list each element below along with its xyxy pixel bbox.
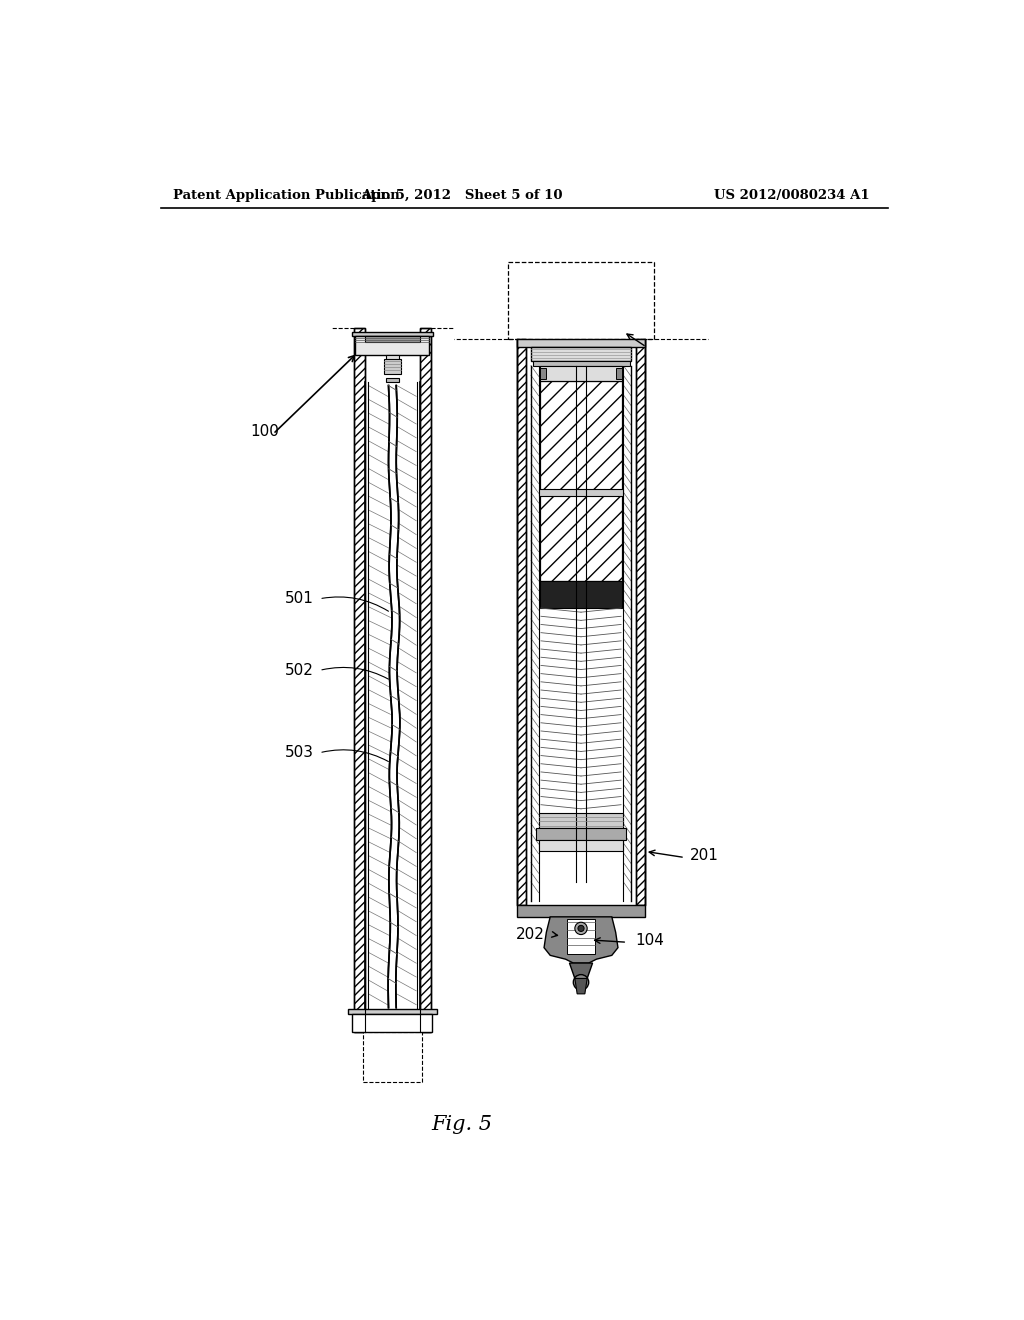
Text: US 2012/0080234 A1: US 2012/0080234 A1 xyxy=(714,189,869,202)
Bar xyxy=(355,337,429,355)
Bar xyxy=(351,331,433,337)
Bar xyxy=(636,339,645,906)
Text: Fig. 5: Fig. 5 xyxy=(431,1115,493,1134)
Text: 104: 104 xyxy=(635,933,664,948)
Bar xyxy=(541,381,622,581)
Bar xyxy=(539,813,624,829)
Circle shape xyxy=(574,923,587,935)
Circle shape xyxy=(578,925,584,932)
Bar xyxy=(517,339,526,906)
Text: Patent Application Publication: Patent Application Publication xyxy=(173,189,399,202)
Text: 100: 100 xyxy=(250,424,279,440)
Polygon shape xyxy=(569,964,593,978)
Text: 503: 503 xyxy=(285,746,313,760)
Text: 502: 502 xyxy=(285,663,313,678)
Text: Apr. 5, 2012   Sheet 5 of 10: Apr. 5, 2012 Sheet 5 of 10 xyxy=(360,189,562,202)
Bar xyxy=(539,488,624,496)
Text: 202: 202 xyxy=(516,927,545,942)
Bar xyxy=(508,263,654,339)
Bar xyxy=(539,840,624,851)
Bar xyxy=(420,327,431,1032)
Bar xyxy=(384,359,400,374)
Bar xyxy=(636,339,645,906)
Bar xyxy=(615,368,622,379)
Bar xyxy=(517,339,526,906)
Bar xyxy=(531,347,631,360)
Bar xyxy=(420,327,431,1032)
Bar xyxy=(365,337,420,342)
Bar xyxy=(541,368,547,379)
Polygon shape xyxy=(388,385,400,1007)
Bar xyxy=(386,355,398,363)
Bar xyxy=(354,327,365,1032)
Bar xyxy=(532,360,630,366)
Bar xyxy=(352,1014,432,1032)
Polygon shape xyxy=(574,978,587,994)
Bar xyxy=(386,378,398,381)
Circle shape xyxy=(573,974,589,990)
Bar xyxy=(517,906,645,917)
Bar xyxy=(541,366,622,381)
Bar xyxy=(541,381,622,581)
Text: 201: 201 xyxy=(689,847,719,863)
Bar xyxy=(517,339,645,347)
Bar xyxy=(354,327,365,1032)
Bar xyxy=(537,829,626,840)
Bar xyxy=(364,1032,422,1082)
Bar xyxy=(541,581,622,609)
Bar xyxy=(348,1010,437,1014)
Polygon shape xyxy=(544,917,617,964)
Text: 501: 501 xyxy=(285,591,313,606)
Bar xyxy=(567,919,595,954)
